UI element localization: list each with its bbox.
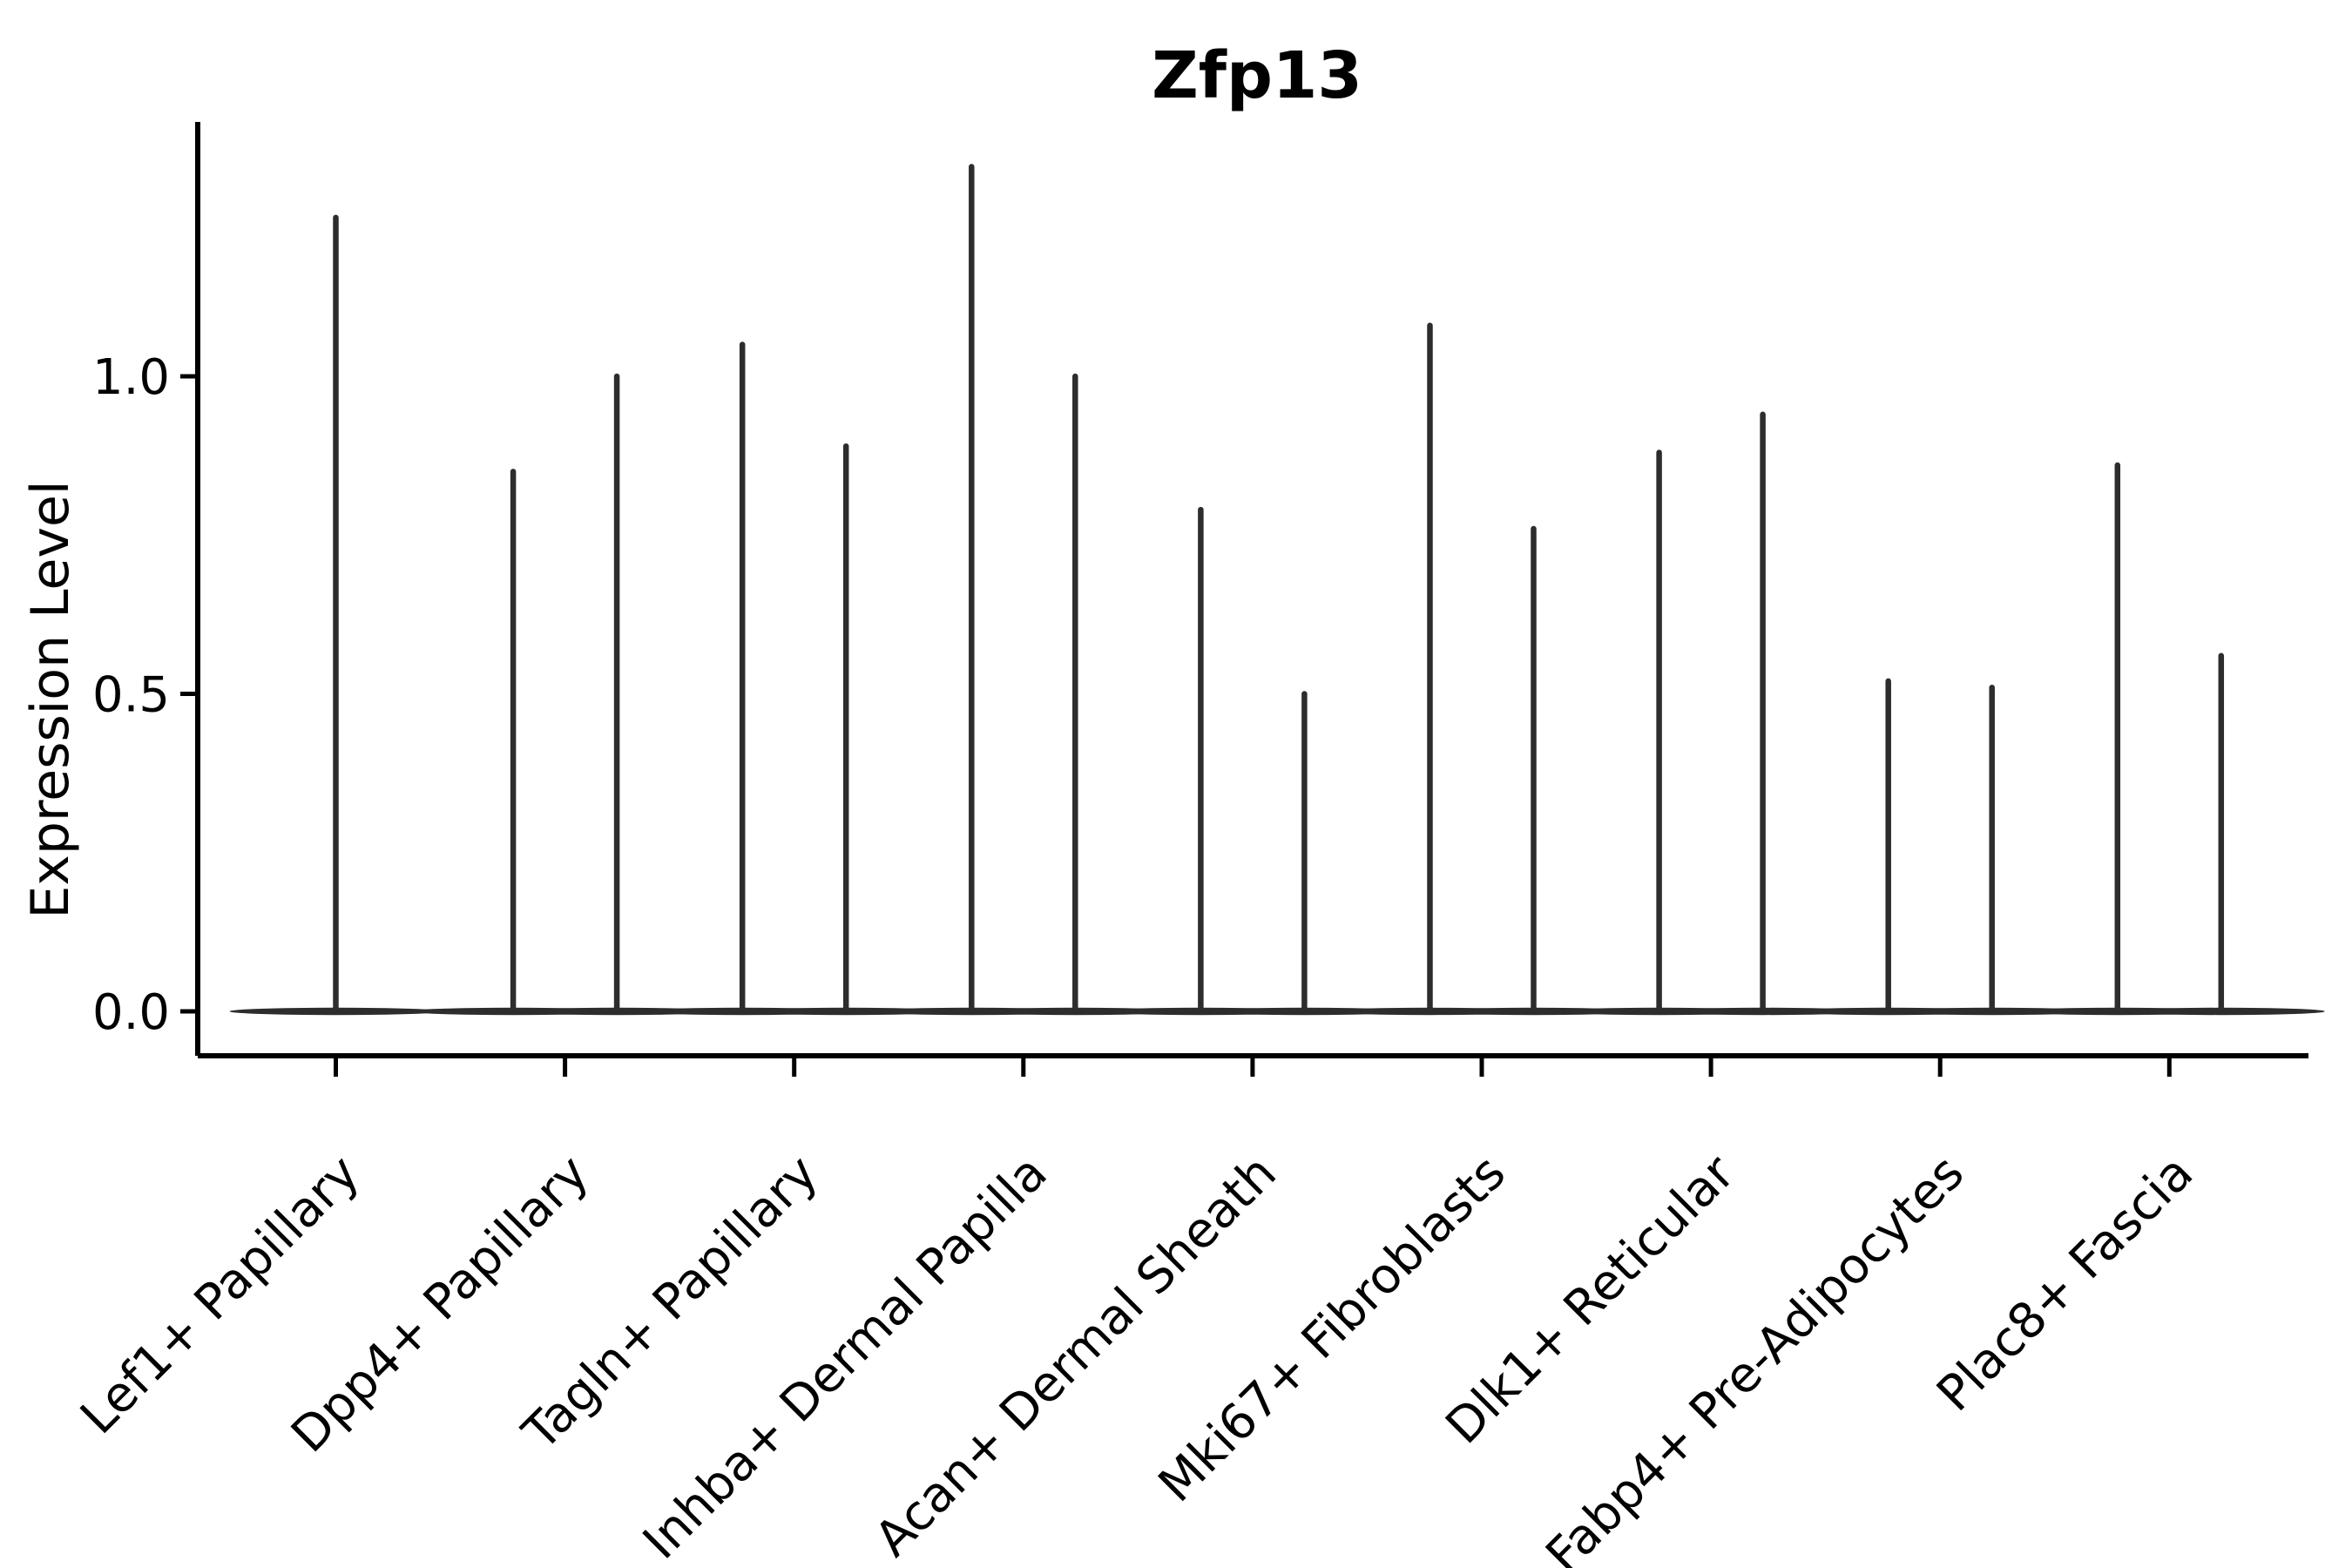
y-tick-label: 0.0 bbox=[92, 984, 170, 1041]
x-tick-label: Fabp4+ Pre-Adipocytes bbox=[1536, 1145, 1976, 1568]
x-tick-label: Acan+ Dermal Sheath bbox=[864, 1145, 1288, 1568]
y-axis-ticks: 0.0 0.5 1.0 bbox=[92, 349, 198, 1041]
y-axis-label: Expression Level bbox=[20, 480, 81, 918]
y-tick-label: 1.0 bbox=[92, 349, 170, 406]
y-tick-label: 0.5 bbox=[92, 667, 170, 724]
chart-title: Zfp13 bbox=[1152, 38, 1362, 113]
x-tick-label: Inhba+ Dermal Papilla bbox=[632, 1145, 1058, 1568]
violin-glyphs bbox=[229, 164, 2325, 1016]
